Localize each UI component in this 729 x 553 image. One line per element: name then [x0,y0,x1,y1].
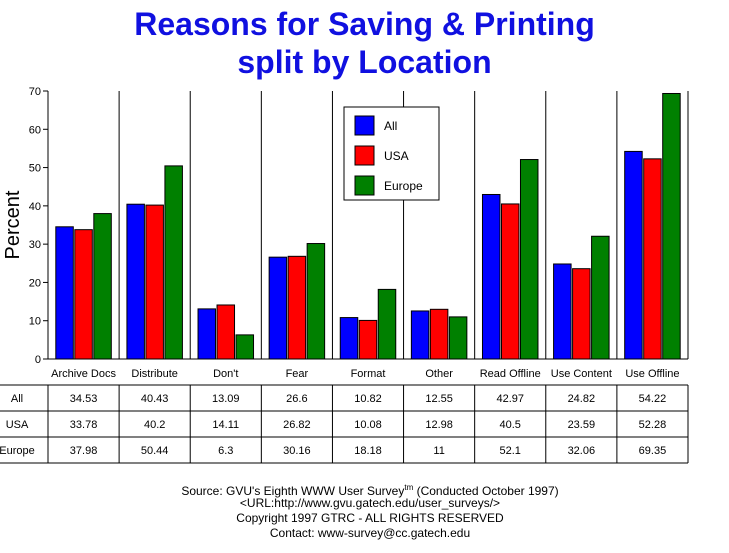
table-row-label: Europe [0,445,35,457]
table-cell: 54.22 [639,393,667,405]
category-label: Other [425,368,453,380]
legend-swatch-usa [354,145,375,166]
bar-usa [145,204,164,360]
table-cell: 40.43 [141,393,169,405]
category-label: Fear [286,368,309,380]
bar-all [197,308,217,360]
category-label: Read Offline [480,368,541,380]
legend-label: USA [384,149,409,163]
table-cell: 34.53 [70,393,98,405]
table-cell: 11 [433,445,444,457]
bar-europe [377,288,397,360]
y-axis-title: Percent [2,190,24,259]
source-date: (Conducted October 1997) [413,484,559,498]
source-text: Source: GVU's Eighth WWW User Survey [181,484,405,498]
table-cell: 32.06 [568,445,596,457]
bar-usa [500,203,520,360]
bar-usa [643,158,662,360]
table-cell: 26.6 [286,393,307,405]
table-cell: 10.08 [354,419,382,431]
bar-usa [358,319,378,360]
table-cell: 69.35 [639,445,667,457]
category-label: Use Offline [625,368,679,380]
table-cell: 37.98 [70,445,98,457]
bar-all [481,193,501,360]
bar-usa [287,255,307,360]
bar-usa [572,268,591,360]
bar-europe [448,316,468,360]
bar-all [55,226,74,360]
y-tick-label: 10 [29,316,41,328]
legend-swatch-europe [354,175,375,196]
category-label: Don't [213,368,238,380]
bar-europe [662,92,681,360]
table-cell: 23.59 [568,419,596,431]
legend-swatch-all [354,115,375,136]
legend-label: All [384,119,397,133]
bar-europe [306,243,326,360]
contact-line: Contact: www-survey@cc.gatech.edu [269,526,471,540]
table-row-label: All [11,393,23,405]
chart-title-line1: Reasons for Saving & Printing [134,6,595,42]
table-cell: 42.97 [496,393,524,405]
category-label: Use Content [551,368,612,380]
table-row-label: USA [6,419,29,431]
table-cell: 52.1 [500,445,521,457]
source-line: Source: GVU's Eighth WWW User Surveytm (… [160,480,580,499]
y-tick-label: 20 [29,277,41,289]
bar-all [410,310,430,360]
table-cell: 52.28 [639,419,667,431]
table-cell: 12.98 [425,419,453,431]
category-label: Archive Docs [51,368,116,380]
category-label: Format [351,368,386,380]
y-tick-label: 0 [35,354,41,366]
table-cell: 6.3 [218,445,233,457]
copyright-line: Copyright 1997 GTRC - ALL RIGHTS RESERVE… [236,511,504,525]
table-cell: 24.82 [568,393,596,405]
category-label: Distribute [131,368,177,380]
table-cell: 26.82 [283,419,311,431]
table-cell: 40.2 [144,419,165,431]
table-cell: 40.5 [500,419,521,431]
bar-usa [74,229,93,360]
table-cell: 50.44 [141,445,169,457]
bar-all [339,317,359,360]
y-tick-label: 50 [29,163,41,175]
legend-label: Europe [384,179,423,193]
bar-all [126,203,145,360]
bar-europe [591,235,610,360]
table-cell: 18.18 [354,445,382,457]
source-url: <URL:http://www.gvu.gatech.edu/user_surv… [239,496,501,510]
bar-europe [93,213,112,360]
bar-usa [429,308,449,360]
table-cell: 13.09 [212,393,240,405]
y-tick-label: 70 [29,86,41,98]
y-tick-label: 30 [29,239,41,251]
bar-europe [519,159,539,360]
table-cell: 12.55 [425,393,453,405]
y-tick-label: 60 [29,124,41,136]
bar-europe [235,334,255,360]
table-cell: 14.11 [212,419,239,431]
bar-europe [164,165,183,360]
y-tick-label: 40 [29,201,41,213]
chart-title-line2: split by Location [237,44,492,80]
table-cell: 30.16 [283,445,311,457]
bar-usa [216,304,236,360]
trademark-superscript: tm [404,483,414,492]
bar-all [268,256,288,360]
table-cell: 10.82 [354,393,382,405]
bar-all [553,263,572,360]
table-cell: 33.78 [70,419,98,431]
bar-all [624,150,643,360]
